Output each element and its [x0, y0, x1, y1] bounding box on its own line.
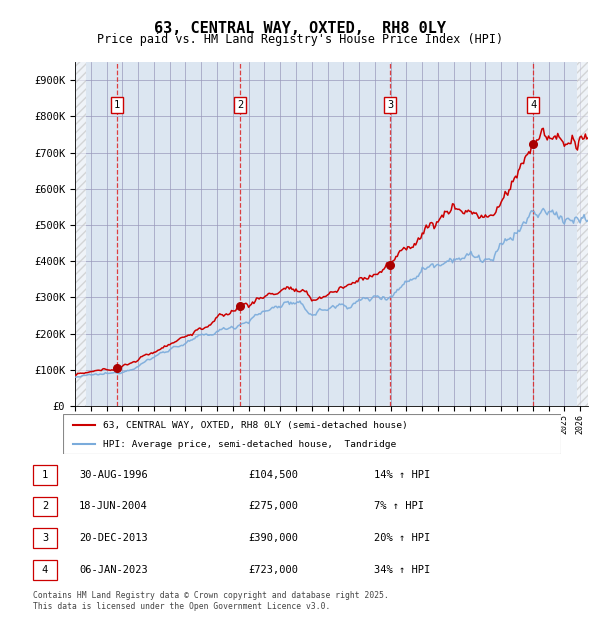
Text: 06-JAN-2023: 06-JAN-2023 — [79, 565, 148, 575]
Text: Price paid vs. HM Land Registry's House Price Index (HPI): Price paid vs. HM Land Registry's House … — [97, 33, 503, 46]
Text: £390,000: £390,000 — [248, 533, 298, 543]
Text: 7% ↑ HPI: 7% ↑ HPI — [374, 502, 424, 512]
Text: 2: 2 — [42, 502, 48, 512]
Bar — [75, 62, 86, 406]
Text: £723,000: £723,000 — [248, 565, 298, 575]
Text: 3: 3 — [42, 533, 48, 543]
Text: £104,500: £104,500 — [248, 470, 298, 480]
Text: 2: 2 — [237, 100, 243, 110]
Text: 4: 4 — [42, 565, 48, 575]
Text: 14% ↑ HPI: 14% ↑ HPI — [374, 470, 430, 480]
FancyBboxPatch shape — [33, 497, 58, 516]
Text: 1: 1 — [42, 470, 48, 480]
Text: 1: 1 — [114, 100, 120, 110]
Text: 34% ↑ HPI: 34% ↑ HPI — [374, 565, 430, 575]
Text: 30-AUG-1996: 30-AUG-1996 — [79, 470, 148, 480]
FancyBboxPatch shape — [63, 414, 561, 454]
FancyBboxPatch shape — [33, 528, 58, 548]
Text: £275,000: £275,000 — [248, 502, 298, 512]
Text: HPI: Average price, semi-detached house,  Tandridge: HPI: Average price, semi-detached house,… — [103, 440, 396, 449]
Bar — [577, 62, 588, 406]
Text: 4: 4 — [530, 100, 536, 110]
Text: 20-DEC-2013: 20-DEC-2013 — [79, 533, 148, 543]
Text: 20% ↑ HPI: 20% ↑ HPI — [374, 533, 430, 543]
Text: 63, CENTRAL WAY, OXTED,  RH8 0LY: 63, CENTRAL WAY, OXTED, RH8 0LY — [154, 21, 446, 36]
FancyBboxPatch shape — [33, 465, 58, 485]
Text: Contains HM Land Registry data © Crown copyright and database right 2025.: Contains HM Land Registry data © Crown c… — [33, 591, 389, 600]
FancyBboxPatch shape — [33, 560, 58, 580]
Text: 63, CENTRAL WAY, OXTED, RH8 0LY (semi-detached house): 63, CENTRAL WAY, OXTED, RH8 0LY (semi-de… — [103, 420, 407, 430]
Text: 3: 3 — [387, 100, 394, 110]
Text: This data is licensed under the Open Government Licence v3.0.: This data is licensed under the Open Gov… — [33, 602, 331, 611]
Text: 18-JUN-2004: 18-JUN-2004 — [79, 502, 148, 512]
